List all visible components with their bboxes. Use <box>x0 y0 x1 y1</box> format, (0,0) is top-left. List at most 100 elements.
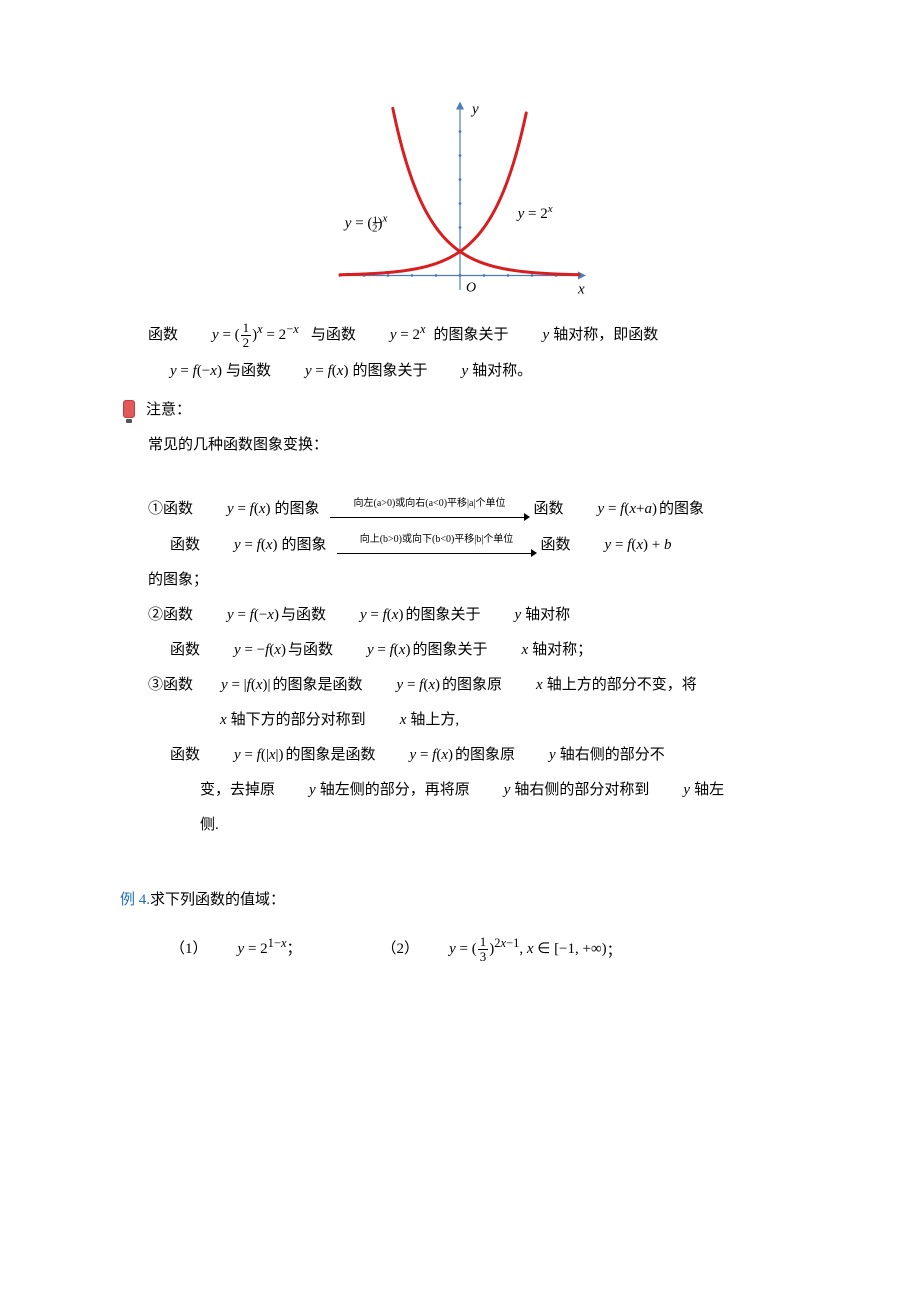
eq: y = f(x) + b <box>605 532 672 559</box>
eq: y = 2x <box>390 318 426 349</box>
item2-line2: 函数 y = −f(x) 与函数 y = f(x) 的图象关于 x 轴对称； <box>170 637 800 664</box>
axis-y: y <box>549 742 556 769</box>
eq: y = f(−x) <box>170 358 222 385</box>
text: 轴右侧的部分不 <box>560 742 665 769</box>
axis-y: y <box>504 777 511 804</box>
axis-y: y <box>461 358 468 385</box>
eq: y = f(x) <box>227 496 270 523</box>
arrow-text: 向上(b>0)或向下(b<0)平移|b|个单位 <box>360 531 514 549</box>
text: 轴对称； <box>532 637 592 664</box>
svg-text:x: x <box>577 282 585 298</box>
text: 轴左 <box>694 777 724 804</box>
text: 的图象原 <box>455 742 515 769</box>
arrow: 向上(b>0)或向下(b<0)平移|b|个单位 <box>337 531 537 559</box>
text: 函数 <box>170 637 200 664</box>
eq: y = f(x) <box>360 602 403 629</box>
ex4-p2: （2） y = (13)2x−1, x ∈ [−1, +∞) ； <box>382 932 622 964</box>
eq: y = f(−x) <box>227 602 279 629</box>
text: 与函数 <box>226 358 271 385</box>
example-subtitle: 求下列函数的值域： <box>150 892 285 908</box>
svg-text:y = 2x: y = 2x <box>516 203 553 222</box>
text: 的图象 <box>659 496 704 523</box>
label: ③函数 <box>148 672 193 699</box>
example-label: 例 4. <box>120 892 150 908</box>
chart-container: y x Oy = (12)x y = 2x <box>120 80 800 310</box>
p2-num: （2） <box>382 936 420 963</box>
text: 函数 <box>534 496 564 523</box>
text: 的图象原 <box>442 672 502 699</box>
text: 的图象是函数 <box>286 742 376 769</box>
example-4-title: 例 4.求下列函数的值域： <box>120 887 800 914</box>
item1-line2: 函数 y = f(x) 的图象 向上(b>0)或向下(b<0)平移|b|个单位 … <box>170 531 800 559</box>
text: 轴下方的部分对称到 <box>231 707 366 734</box>
item2-line1: ②函数 y = f(−x) 与函数 y = f(x) 的图象关于 y 轴对称 <box>148 602 800 629</box>
eq: y = |f(x)| <box>221 672 270 699</box>
eq: y = (13)2x−1, x ∈ [−1, +∞) <box>449 932 607 964</box>
eraser-icon <box>120 398 138 424</box>
eq: y = f(x) <box>410 742 453 769</box>
svg-text:y: y <box>470 102 479 118</box>
item3-line3: 函数 y = f(|x|) 的图象是函数 y = f(x) 的图象原 y 轴右侧… <box>170 742 800 769</box>
text: 的图象关于 <box>412 637 487 664</box>
para-1: 函数 y = (12)x = 2−x 与函数 y = 2x 的图象关于 y 轴对… <box>148 318 800 350</box>
text: 与函数 <box>281 602 326 629</box>
text: 轴对称。 <box>472 358 532 385</box>
svg-text:O: O <box>466 281 476 296</box>
text: 函数 <box>541 532 571 559</box>
text: 函数 <box>148 322 178 349</box>
axis-x: x <box>536 672 543 699</box>
svg-text:y = (12)x: y = (12)x <box>343 213 388 235</box>
eq: y = f(x) <box>367 637 410 664</box>
para-2: y = f(−x) 与函数 y = f(x) 的图象关于 y 轴对称。 <box>170 358 800 385</box>
item3-line5: 侧. <box>200 812 800 839</box>
text: 轴对称，即函数 <box>553 322 658 349</box>
note-sub: 常见的几种函数图象变换： <box>148 432 800 459</box>
item1-line1: ①函数 y = f(x) 的图象 向左(a>0)或向右(a<0)平移|a|个单位… <box>148 495 800 523</box>
text: 的图象关于 <box>434 322 509 349</box>
label: ①函数 <box>148 496 193 523</box>
note-header: 注意： <box>120 397 800 424</box>
example-4-items: （1） y = 21−x ； （2） y = (13)2x−1, x ∈ [−1… <box>170 932 800 964</box>
text: 的图象 <box>282 532 327 559</box>
item3-line4: 变，去掉原 y 轴左侧的部分，再将原 y 轴右侧的部分对称到 y 轴左 <box>200 777 800 804</box>
axis-y: y <box>514 602 521 629</box>
label: ②函数 <box>148 602 193 629</box>
eq: y = −f(x) <box>234 637 286 664</box>
eq: y = (12)x = 2−x <box>212 318 299 350</box>
eq: y = f(|x|) <box>234 742 283 769</box>
p1-num: （1） <box>170 936 208 963</box>
text: 的图象 <box>275 496 320 523</box>
eq: y = f(x) <box>397 672 440 699</box>
eq: y = 21−x <box>238 932 287 963</box>
text: 轴上方的部分不变，将 <box>547 672 697 699</box>
text: 轴对称 <box>525 602 570 629</box>
arrow: 向左(a>0)或向右(a<0)平移|a|个单位 <box>330 495 530 523</box>
axis-x: x <box>220 707 227 734</box>
text: 函数 <box>170 742 200 769</box>
text: 的图象关于 <box>405 602 480 629</box>
exponential-chart: y x Oy = (12)x y = 2x <box>310 80 610 310</box>
axis-x: x <box>400 707 407 734</box>
text: 的图象关于 <box>352 358 427 385</box>
axis-x: x <box>521 637 528 664</box>
text: 与函数 <box>311 322 356 349</box>
item3-line1: ③函数 y = |f(x)| 的图象是函数 y = f(x) 的图象原 x 轴上… <box>148 672 800 699</box>
text: 轴左侧的部分，再将原 <box>320 777 470 804</box>
item3-line2: x 轴下方的部分对称到 x 轴上方, <box>220 707 800 734</box>
note-title: 注意： <box>146 397 191 424</box>
eq: y = f(x+a) <box>598 496 657 523</box>
text: ； <box>287 936 302 963</box>
text: 轴右侧的部分对称到 <box>514 777 649 804</box>
axis-y: y <box>683 777 690 804</box>
text: 函数 <box>170 532 200 559</box>
text: 变，去掉原 <box>200 777 275 804</box>
text: 的图象是函数 <box>273 672 363 699</box>
text: 与函数 <box>288 637 333 664</box>
arrow-text: 向左(a>0)或向右(a<0)平移|a|个单位 <box>354 495 506 513</box>
text: 轴上方, <box>410 707 459 734</box>
axis-y: y <box>543 322 550 349</box>
item1-line3: 的图象； <box>148 567 800 594</box>
text: ； <box>607 938 622 965</box>
ex4-p1: （1） y = 21−x ； <box>170 932 302 963</box>
eq: y = f(x) <box>305 358 348 385</box>
